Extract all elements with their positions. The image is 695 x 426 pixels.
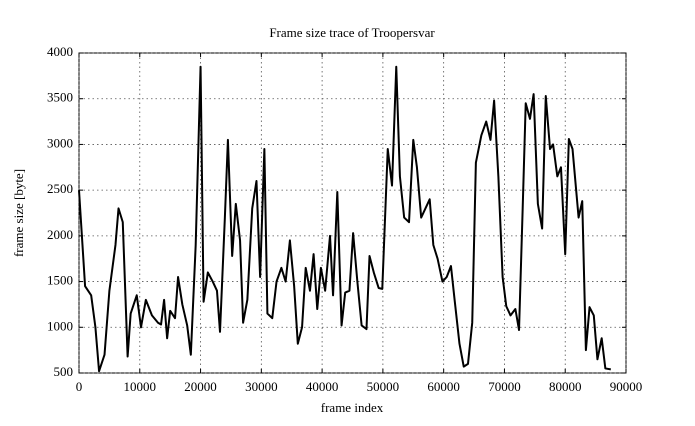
x-axis-label: frame index [321,400,384,415]
data-line [78,65,611,373]
x-tick-label: 30000 [245,379,278,394]
y-tick-label: 3500 [47,90,73,105]
x-tick-label: 20000 [184,379,217,394]
y-axis-label: frame size [byte] [11,169,26,257]
chart-title: Frame size trace of Troopersvar [269,25,435,40]
plot-frame [78,52,627,374]
x-tick-label: 50000 [367,379,400,394]
y-tick-label: 2000 [47,227,73,242]
y-tick-label: 1500 [47,273,73,288]
x-tick-label: 10000 [124,379,157,394]
y-tick-label: 1000 [47,318,73,333]
y-tick-label: 2500 [47,181,73,196]
x-tick-label: 40000 [306,379,339,394]
x-tick-label: 70000 [488,379,521,394]
x-tick-label: 60000 [427,379,460,394]
y-tick-label: 500 [54,364,74,379]
y-tick-label: 3000 [47,135,73,150]
x-tick-label: 0 [76,379,83,394]
x-tick-label: 90000 [610,379,643,394]
y-tick-label: 4000 [47,44,73,59]
x-tick-label: 80000 [549,379,582,394]
